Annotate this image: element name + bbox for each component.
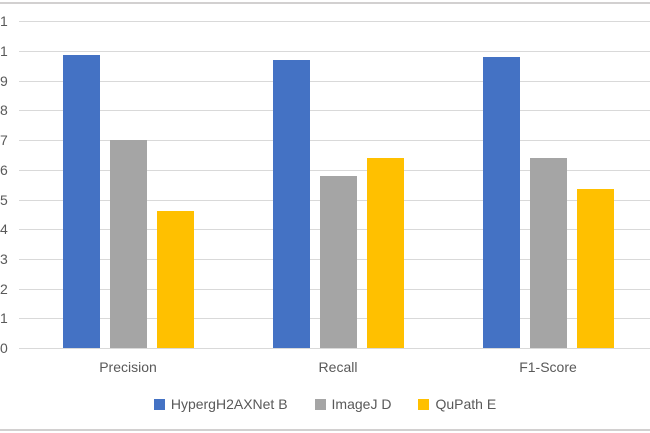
chart-border-bottom [0, 429, 650, 431]
legend-item-imagej-d: ImageJ D [314, 396, 392, 412]
gridline [19, 21, 650, 22]
legend-swatch-icon [153, 398, 165, 410]
bar-hypergh2axnet-b-recall [272, 60, 310, 348]
category-label-precision: Precision [99, 359, 157, 375]
category-label-f1-score: F1-Score [519, 359, 577, 375]
y-tick-label: 3 [0, 251, 8, 267]
bar-imagej-d-precision [109, 140, 147, 348]
y-tick-label: 8 [0, 102, 8, 118]
gridline [19, 51, 650, 52]
y-tick-label: 1 [0, 13, 8, 29]
legend: HypergH2AXNet B ImageJ D QuPath E [0, 394, 650, 414]
legend-swatch-icon [418, 398, 430, 410]
y-tick-label: 1 [0, 43, 8, 59]
bar-qupath-e-precision [156, 211, 194, 348]
bar-qupath-e-f1-score [576, 189, 614, 348]
legend-item-hypergh2axnet-b: HypergH2AXNet B [153, 396, 288, 412]
bar-qupath-e-recall [366, 158, 404, 348]
legend-swatch-icon [314, 398, 326, 410]
chart-border-top [0, 2, 650, 4]
legend-item-qupath-e: QuPath E [418, 396, 496, 412]
bar-imagej-d-recall [319, 176, 357, 348]
legend-label: QuPath E [435, 396, 497, 412]
gridline [19, 81, 650, 82]
bar-imagej-d-f1-score [529, 158, 567, 348]
category-label-recall: Recall [318, 359, 358, 375]
y-tick-label: 0 [0, 340, 8, 356]
y-tick-label: 7 [0, 132, 8, 148]
legend-label: ImageJ D [331, 396, 392, 412]
y-tick-label: 6 [0, 162, 8, 178]
y-tick-label: 2 [0, 281, 8, 297]
y-tick-label: 4 [0, 221, 8, 237]
bar-hypergh2axnet-b-f1-score [482, 57, 520, 348]
gridline [19, 140, 650, 141]
legend-label: HypergH2AXNet B [170, 396, 288, 412]
y-tick-label: 9 [0, 73, 8, 89]
gridline [19, 170, 650, 171]
axis-baseline [19, 348, 650, 349]
gridline [19, 110, 650, 111]
y-tick-label: 5 [0, 192, 8, 208]
y-tick-label: 1 [0, 310, 8, 326]
bar-hypergh2axnet-b-precision [62, 55, 100, 348]
